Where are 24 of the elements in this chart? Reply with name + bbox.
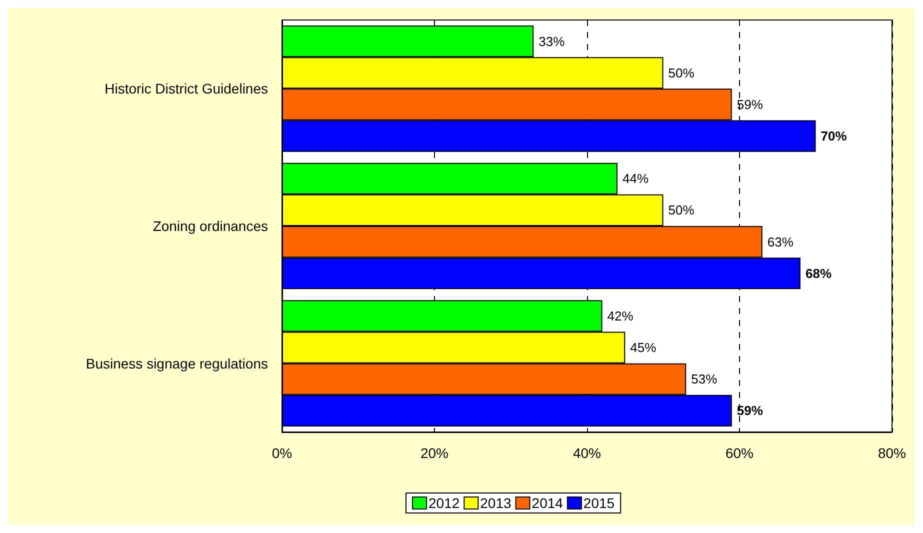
legend-label: 2013	[480, 495, 512, 511]
legend-label: 2012	[428, 495, 460, 511]
y-tick-label: Historic District Guidelines	[104, 80, 268, 97]
legend-label: 2014	[532, 495, 564, 511]
y-tick-label: Business signage regulations	[86, 355, 268, 372]
y-tick-label: Zoning ordinances	[152, 218, 268, 234]
x-tick-label: 40%	[572, 445, 602, 461]
x-tick-label: 80%	[878, 445, 906, 461]
data-label: 70%	[820, 128, 848, 144]
x-tick-label: 60%	[725, 445, 754, 461]
data-label: 50%	[668, 65, 695, 80]
legend-label: 2015	[583, 495, 615, 511]
data-label: 59%	[736, 403, 764, 418]
data-label: 53%	[691, 372, 718, 387]
data-label: 44%	[622, 171, 649, 186]
data-label: 42%	[607, 308, 634, 324]
data-label: 33%	[538, 34, 566, 49]
data-label: 59%	[736, 96, 764, 112]
data-label: 45%	[630, 340, 657, 356]
x-tick-label: 0%	[272, 445, 292, 461]
x-tick-label: 20%	[420, 445, 449, 461]
data-label: 68%	[806, 266, 832, 281]
data-label: 63%	[767, 234, 794, 250]
data-label: 50%	[668, 202, 695, 218]
